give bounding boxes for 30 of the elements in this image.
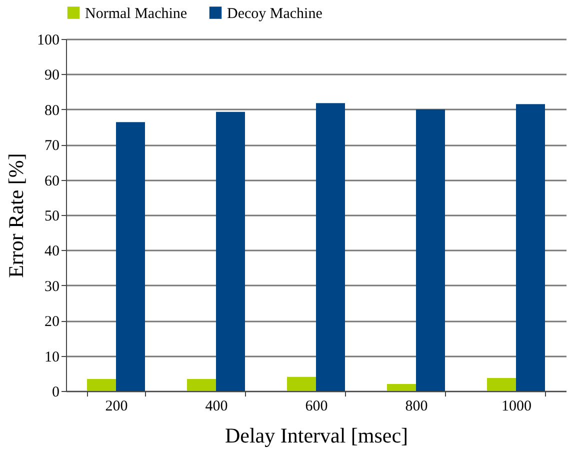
y-tick-label: 70 (44, 138, 60, 154)
x-axis-title: Delay Interval [msec] (224, 424, 408, 448)
y-tick-label: 80 (44, 102, 60, 119)
y-tick-label: 10 (44, 349, 60, 366)
y-tick-label: 0 (52, 384, 60, 400)
bar (287, 376, 316, 391)
bar (416, 109, 445, 391)
bar (187, 379, 216, 391)
y-tick-label: 90 (44, 68, 60, 84)
x-tick-label: 600 (305, 398, 328, 414)
bar (216, 112, 245, 391)
x-tick-label: 200 (105, 398, 128, 414)
y-tick-label: 50 (44, 208, 60, 224)
x-tick-label: 800 (405, 398, 428, 414)
x-tick-label: 400 (205, 398, 228, 414)
bar (487, 378, 516, 391)
bar (116, 122, 145, 391)
y-tick-label: 20 (44, 314, 60, 330)
y-tick-label: 30 (44, 278, 60, 295)
bar (387, 384, 416, 391)
y-tick-label: 40 (44, 244, 60, 260)
bar (316, 103, 345, 391)
bar (87, 379, 116, 391)
bar (516, 104, 545, 391)
legend-label: Decoy Machine (227, 6, 323, 22)
y-tick-label: 100 (37, 32, 60, 48)
y-tick-label: 60 (44, 173, 60, 190)
legend-label: Normal Machine (85, 6, 188, 22)
x-tick-label: 1000 (502, 398, 532, 414)
y-axis-title: Error Rate [%] (4, 153, 28, 278)
